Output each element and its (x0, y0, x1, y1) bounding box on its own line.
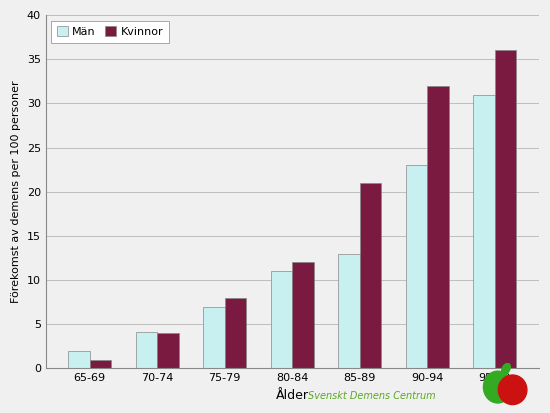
X-axis label: Ålder: Ålder (276, 389, 309, 402)
Bar (427, 86, 449, 368)
Bar (90, 360, 111, 368)
Bar (360, 183, 381, 368)
Y-axis label: Förekomst av demens per 100 personer: Förekomst av demens per 100 personer (11, 81, 21, 303)
Bar (271, 271, 292, 368)
Text: Svenskt Demens Centrum: Svenskt Demens Centrum (308, 392, 436, 401)
Bar (136, 332, 157, 368)
Bar (225, 298, 246, 368)
Bar (495, 50, 516, 368)
Bar (473, 95, 495, 368)
Ellipse shape (483, 371, 512, 403)
Bar (157, 333, 179, 368)
Bar (406, 165, 427, 368)
Bar (338, 254, 360, 368)
Ellipse shape (502, 363, 510, 374)
Bar (292, 263, 314, 368)
Bar (203, 306, 225, 368)
Bar (68, 351, 90, 368)
Legend: Män, Kvinnor: Män, Kvinnor (51, 21, 168, 43)
Ellipse shape (498, 375, 527, 405)
